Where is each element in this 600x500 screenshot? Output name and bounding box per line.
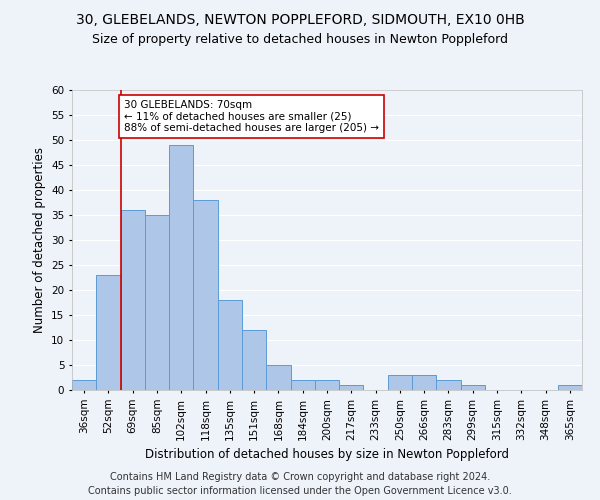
Text: 30 GLEBELANDS: 70sqm
← 11% of detached houses are smaller (25)
88% of semi-detac: 30 GLEBELANDS: 70sqm ← 11% of detached h…	[124, 100, 379, 133]
Bar	[558, 385, 582, 390]
Bar	[436, 380, 461, 390]
Text: Contains public sector information licensed under the Open Government Licence v3: Contains public sector information licen…	[88, 486, 512, 496]
Text: Size of property relative to detached houses in Newton Poppleford: Size of property relative to detached ho…	[92, 32, 508, 46]
Bar	[339, 385, 364, 390]
Bar	[388, 375, 412, 390]
Bar	[169, 145, 193, 390]
Bar	[218, 300, 242, 390]
Bar	[461, 385, 485, 390]
Bar	[290, 380, 315, 390]
Bar	[242, 330, 266, 390]
Bar	[145, 215, 169, 390]
Text: 30, GLEBELANDS, NEWTON POPPLEFORD, SIDMOUTH, EX10 0HB: 30, GLEBELANDS, NEWTON POPPLEFORD, SIDMO…	[76, 12, 524, 26]
Bar	[315, 380, 339, 390]
Bar	[193, 200, 218, 390]
Bar	[96, 275, 121, 390]
Bar	[412, 375, 436, 390]
Text: Contains HM Land Registry data © Crown copyright and database right 2024.: Contains HM Land Registry data © Crown c…	[110, 472, 490, 482]
Y-axis label: Number of detached properties: Number of detached properties	[32, 147, 46, 333]
Bar	[121, 210, 145, 390]
X-axis label: Distribution of detached houses by size in Newton Poppleford: Distribution of detached houses by size …	[145, 448, 509, 461]
Bar	[72, 380, 96, 390]
Bar	[266, 365, 290, 390]
